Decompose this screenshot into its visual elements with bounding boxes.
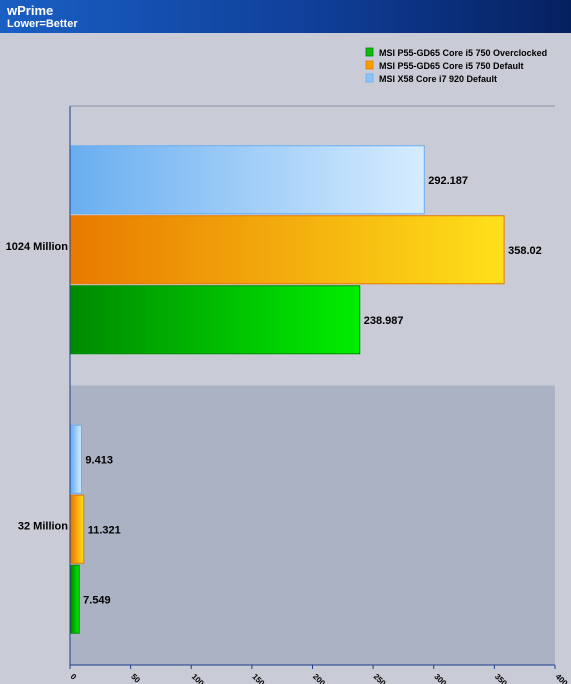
bar xyxy=(70,564,80,634)
chart-title: wPrime xyxy=(7,3,54,18)
bar xyxy=(70,145,425,215)
x-tick-label: 400 xyxy=(554,672,570,684)
legend-swatch xyxy=(365,73,374,83)
data-label: 238.987 xyxy=(364,315,404,327)
legend-entry: MSI P55-GD65 Core i5 750 Default xyxy=(379,61,524,71)
bar xyxy=(70,215,505,285)
category-label: 1024 Million xyxy=(6,241,69,253)
bar xyxy=(70,494,85,564)
x-tick-label: 250 xyxy=(372,672,388,684)
data-label: 9.413 xyxy=(85,454,113,466)
category-band xyxy=(70,385,555,665)
chart-header: wPrime Lower=Better xyxy=(0,0,571,33)
bar xyxy=(70,424,82,494)
x-tick-label: 300 xyxy=(432,672,448,684)
x-tick-label: 0 xyxy=(69,672,79,682)
legend-entry: MSI X58 Core i7 920 Default xyxy=(379,74,497,84)
data-label: 292.187 xyxy=(428,175,468,187)
x-tick-label: 350 xyxy=(493,672,509,684)
legend-swatch xyxy=(365,60,374,70)
chart-subtitle: Lower=Better xyxy=(7,18,78,30)
x-tick-label: 200 xyxy=(311,672,327,684)
bar xyxy=(70,285,361,355)
legend-entry: MSI P55-GD65 Core i5 750 Overclocked xyxy=(379,48,547,58)
data-label: 358.02 xyxy=(508,245,542,257)
x-tick-label: 150 xyxy=(250,672,266,684)
data-label: 11.321 xyxy=(88,524,121,536)
data-label: 7.549 xyxy=(83,594,111,606)
category-label: 32 Million xyxy=(18,520,68,532)
x-tick-label: 50 xyxy=(129,672,142,684)
x-tick-label: 100 xyxy=(190,672,206,684)
legend-swatch xyxy=(365,47,374,57)
